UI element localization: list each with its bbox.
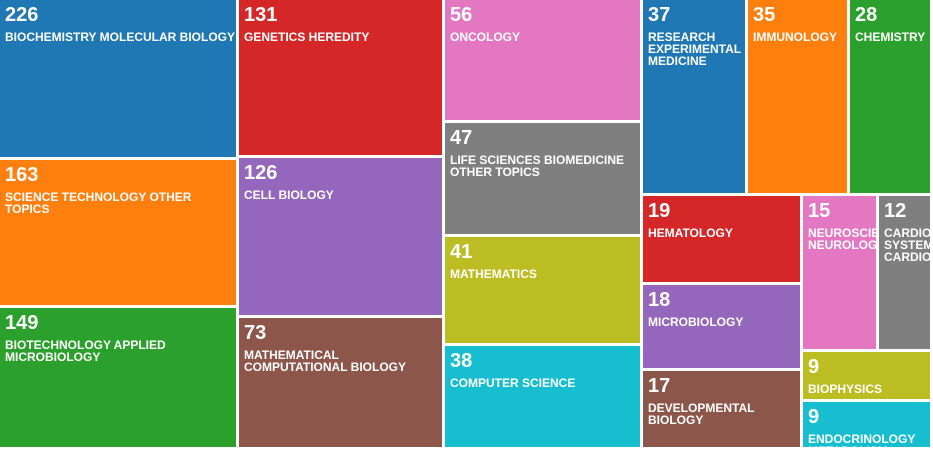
cell-value: 9 — [808, 406, 820, 428]
cell-label: MATHEMATICS — [450, 267, 537, 281]
cell-value: 163 — [5, 164, 39, 186]
cell-value: 19 — [648, 200, 671, 222]
treemap-cell: 73 MATHEMATICAL COMPUTATIONAL BIOLOGY — [239, 318, 445, 450]
cell-value: 37 — [648, 4, 671, 26]
cell-label: MATHEMATICAL COMPUTATIONAL BIOLOGY — [244, 348, 406, 374]
treemap-cell: 17 DEVELOPMENTAL BIOLOGY — [643, 371, 803, 450]
cell-label: IMMUNOLOGY — [753, 30, 837, 44]
cell-label: MICROBIOLOGY — [648, 315, 744, 329]
treemap-cell: 47 LIFE SCIENCES BIOMEDICINE OTHER TOPICS — [445, 123, 643, 237]
cell-label: ENDOCRINOLOGY METABOLISM — [808, 432, 916, 447]
cell-value: 17 — [648, 375, 671, 397]
treemap-cell: 41 MATHEMATICS — [445, 237, 643, 346]
cell-value: 131 — [244, 4, 278, 26]
cell-label: GENETICS HEREDITY — [244, 30, 370, 44]
cell-label: CARDIOVASCULAR SYSTEM CARDIOLOGY — [884, 226, 933, 264]
treemap-cell: 15 NEUROSCIENCES NEUROLOGY — [803, 196, 879, 352]
treemap-cell: 226 BIOCHEMISTRY MOLECULAR BIOLOGY — [0, 0, 239, 160]
treemap-cell: 126 CELL BIOLOGY — [239, 158, 445, 318]
treemap-cell: 131 GENETICS HEREDITY — [239, 0, 445, 158]
cell-label: RESEARCH EXPERIMENTAL MEDICINE — [648, 30, 741, 68]
treemap-cell: 19 HEMATOLOGY — [643, 196, 803, 285]
cell-value: 41 — [450, 241, 473, 263]
cell-label: BIOCHEMISTRY MOLECULAR BIOLOGY — [5, 30, 236, 44]
cell-value: 9 — [808, 356, 820, 378]
cell-label: NEUROSCIENCES NEUROLOGY — [808, 226, 879, 252]
treemap-cell: 35 IMMUNOLOGY — [748, 0, 850, 196]
treemap-cell: 163 SCIENCE TECHNOLOGY OTHER TOPICS — [0, 160, 239, 308]
cell-label: ONCOLOGY — [450, 30, 521, 44]
cell-value: 226 — [5, 4, 39, 26]
cell-value: 12 — [884, 200, 907, 222]
treemap-cell: 37 RESEARCH EXPERIMENTAL MEDICINE — [643, 0, 748, 196]
treemap-cell: 12 CARDIOVASCULAR SYSTEM CARDIOLOGY — [879, 196, 933, 352]
cell-label: LIFE SCIENCES BIOMEDICINE OTHER TOPICS — [450, 153, 625, 179]
cell-value: 47 — [450, 127, 473, 149]
cell-value: 18 — [648, 289, 671, 311]
cell-label: SCIENCE TECHNOLOGY OTHER TOPICS — [5, 190, 192, 216]
cell-value: 15 — [808, 200, 831, 222]
cell-value: 35 — [753, 4, 776, 26]
cell-value: 126 — [244, 162, 278, 184]
cell-value: 56 — [450, 4, 473, 26]
treemap-cell: 9 BIOPHYSICS — [803, 352, 933, 402]
cell-value: 149 — [5, 312, 39, 334]
cell-label: COMPUTER SCIENCE — [450, 376, 576, 390]
treemap-cell: 28 CHEMISTRY — [850, 0, 933, 196]
cell-label: DEVELOPMENTAL BIOLOGY — [648, 401, 755, 427]
treemap-cell: 38 COMPUTER SCIENCE — [445, 346, 643, 450]
cell-label: BIOPHYSICS — [808, 382, 883, 396]
cell-label: HEMATOLOGY — [648, 226, 733, 240]
treemap-cell: 149 BIOTECHNOLOGY APPLIED MICROBIOLOGY — [0, 308, 239, 450]
cell-value: 73 — [244, 322, 267, 344]
treemap-cell: 18 MICROBIOLOGY — [643, 285, 803, 371]
cell-label: BIOTECHNOLOGY APPLIED MICROBIOLOGY — [5, 338, 166, 364]
treemap-cell: 9 ENDOCRINOLOGY METABOLISM — [803, 402, 933, 450]
cell-label: CELL BIOLOGY — [244, 188, 334, 202]
cell-value: 38 — [450, 350, 473, 372]
cell-value: 28 — [855, 4, 878, 26]
cell-label: CHEMISTRY — [855, 30, 926, 44]
treemap-cell: 56 ONCOLOGY — [445, 0, 643, 123]
